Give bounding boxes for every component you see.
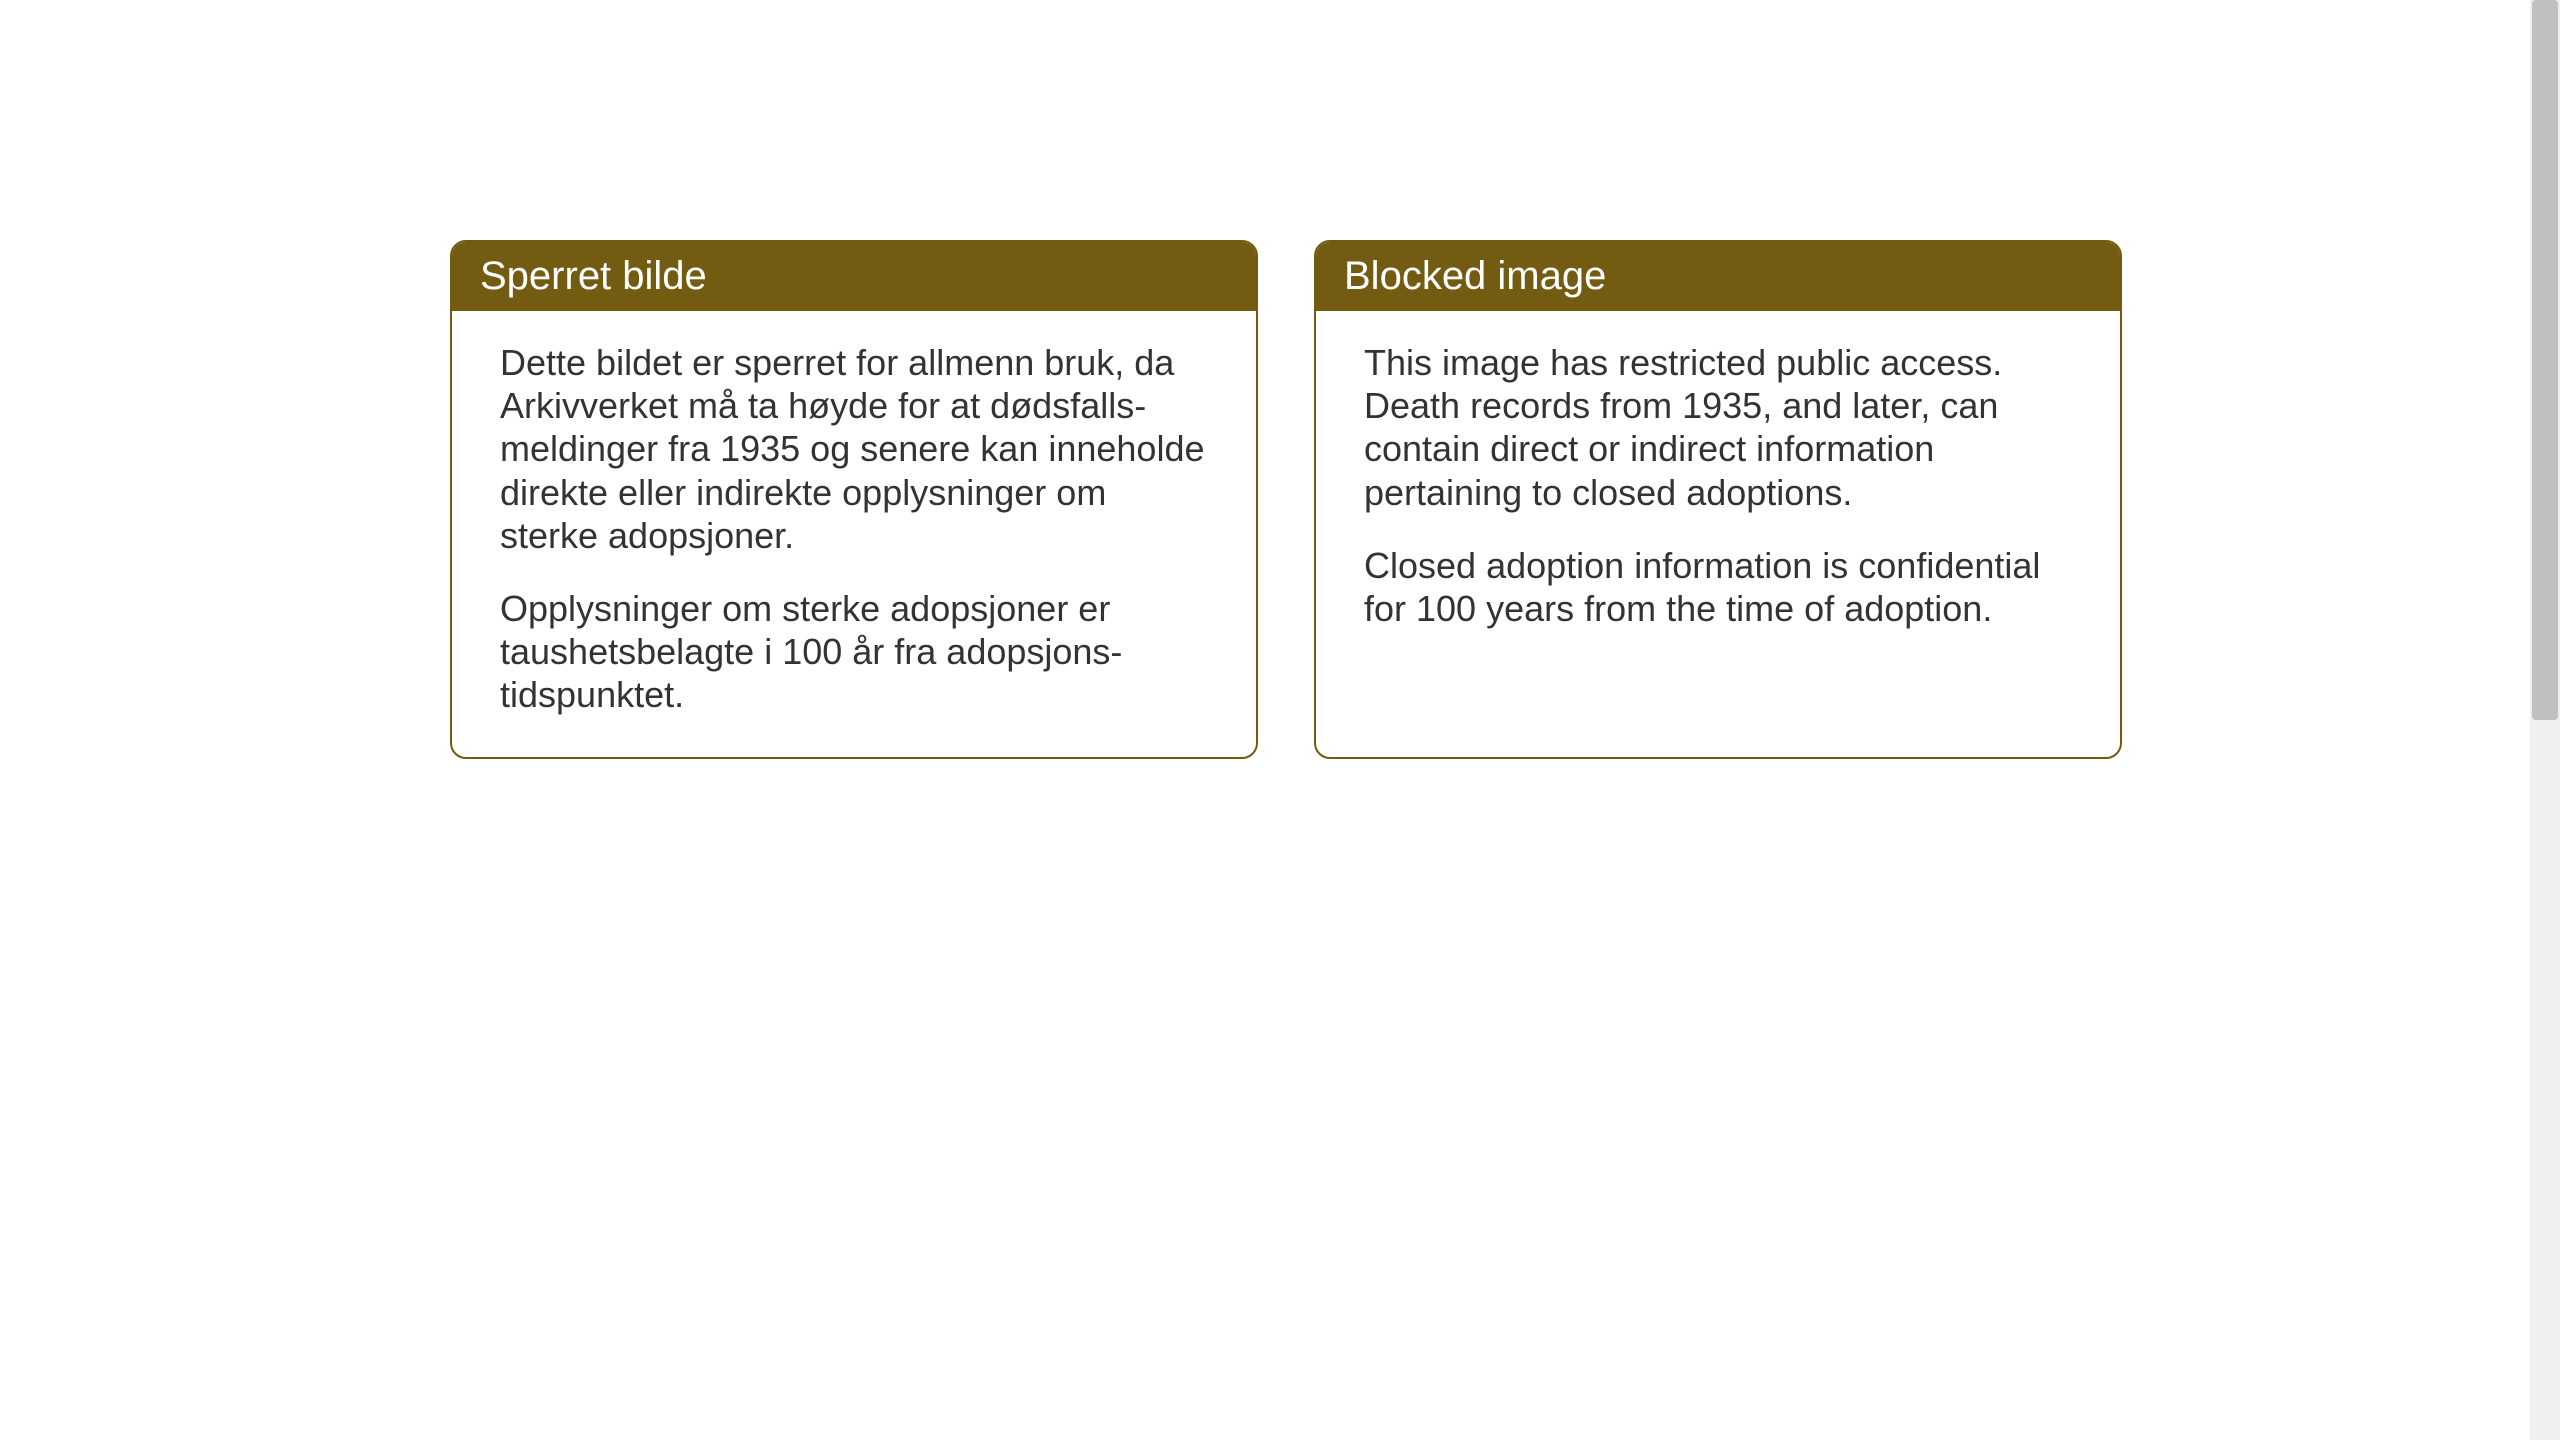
card-paragraph: Opplysninger om sterke adopsjoner er tau… <box>500 587 1208 717</box>
card-english: Blocked image This image has restricted … <box>1314 240 2122 759</box>
card-norwegian: Sperret bilde Dette bildet er sperret fo… <box>450 240 1258 759</box>
card-paragraph: This image has restricted public access.… <box>1364 341 2072 514</box>
card-title: Sperret bilde <box>480 254 707 298</box>
card-paragraph: Closed adoption information is confident… <box>1364 544 2072 630</box>
card-header-norwegian: Sperret bilde <box>452 242 1256 311</box>
scrollbar-thumb[interactable] <box>2532 0 2558 720</box>
card-paragraph: Dette bildet er sperret for allmenn bruk… <box>500 341 1208 557</box>
card-body-english: This image has restricted public access.… <box>1316 311 2120 670</box>
vertical-scrollbar[interactable] <box>2530 0 2560 1440</box>
card-body-norwegian: Dette bildet er sperret for allmenn bruk… <box>452 311 1256 757</box>
cards-container: Sperret bilde Dette bildet er sperret fo… <box>450 240 2122 759</box>
card-title: Blocked image <box>1344 254 1606 298</box>
card-header-english: Blocked image <box>1316 242 2120 311</box>
